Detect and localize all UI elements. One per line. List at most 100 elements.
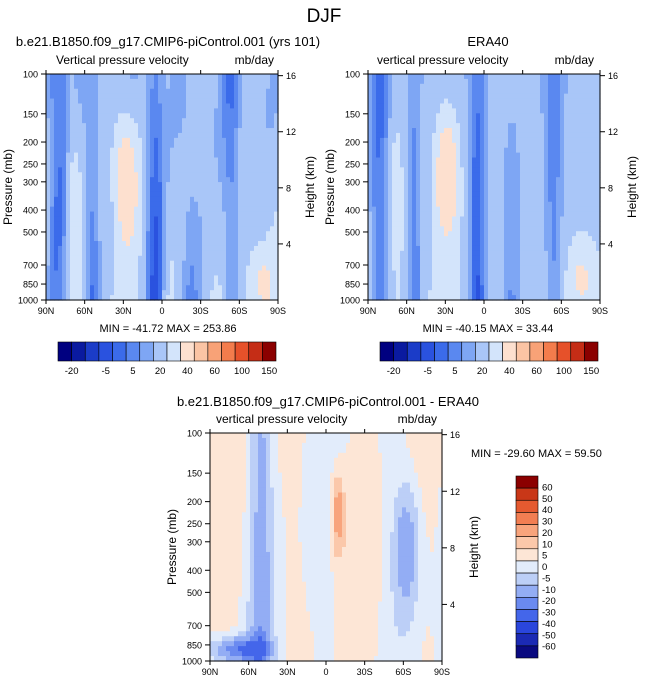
heat-cell: [238, 231, 243, 237]
heat-cell: [62, 162, 67, 168]
heat-cell: [476, 137, 481, 144]
heat-cell: [372, 172, 377, 178]
heat-cell: [480, 245, 485, 252]
heat-cell: [266, 295, 271, 301]
heat-cell: [420, 280, 425, 286]
heat-cell: [456, 152, 461, 159]
heat-cell: [178, 221, 183, 227]
heat-cell: [122, 285, 127, 291]
heat-cell: [424, 162, 429, 168]
heat-cell: [496, 108, 501, 114]
heat-cell: [82, 285, 87, 291]
heat-cell: [460, 78, 465, 85]
heat-cell: [62, 128, 67, 134]
heat-cell: [254, 132, 259, 139]
heat-cell: [416, 226, 421, 232]
heat-cell: [262, 103, 267, 109]
heat-cell: [186, 260, 191, 267]
heat-cell: [452, 236, 457, 242]
heat-cell: [170, 211, 175, 218]
heat-cell: [190, 187, 195, 193]
heat-cell: [468, 241, 473, 247]
heat-cell: [242, 191, 247, 198]
heat-cell: [94, 255, 99, 262]
heat-cell: [234, 108, 239, 114]
heat-cell: [190, 167, 195, 173]
heat-cell: [492, 201, 497, 208]
heat-cell: [246, 201, 251, 208]
heat-cell: [70, 211, 75, 218]
heat-cell: [190, 275, 195, 281]
heat-cell: [492, 162, 497, 168]
heat-cell: [82, 123, 87, 129]
heat-cell: [484, 275, 489, 281]
heat-cell: [548, 295, 553, 301]
heat-cell: [258, 201, 263, 208]
heat-cell: [540, 172, 545, 178]
figure-title: DJF: [307, 6, 342, 27]
heat-cell: [58, 191, 63, 198]
heat-cell: [62, 137, 67, 144]
heat-cell: [50, 270, 55, 277]
heat-cell: [158, 285, 163, 291]
heat-cell: [496, 93, 501, 100]
heat-cell: [190, 172, 195, 178]
heat-cell: [126, 103, 131, 109]
heat-cell: [520, 182, 525, 188]
heat-cell: [90, 103, 95, 109]
heat-cell: [90, 206, 95, 213]
heat-cell: [238, 226, 243, 232]
heat-cell: [492, 295, 497, 301]
heat-cell: [560, 98, 565, 105]
heat-cell: [158, 275, 163, 281]
heat-cell: [250, 231, 255, 237]
heat-cell: [226, 98, 231, 105]
heat-cell: [376, 93, 381, 100]
heat-cell: [274, 265, 279, 272]
heat-cell: [460, 226, 465, 232]
heat-cell: [560, 162, 565, 168]
heat-cell: [206, 260, 211, 267]
heat-cell: [70, 241, 75, 247]
heat-cell: [62, 201, 67, 208]
heat-cell: [250, 187, 255, 193]
heat-cell: [146, 295, 151, 301]
heat-cell: [408, 295, 413, 301]
heat-cell: [246, 177, 251, 183]
heat-cell: [266, 167, 271, 173]
heat-cell: [392, 132, 397, 139]
heat-cell: [544, 260, 549, 267]
heat-cell: [234, 177, 239, 183]
heat-cell: [532, 98, 537, 105]
heat-cell: [464, 167, 469, 173]
heat-cell: [150, 137, 155, 144]
heat-cell: [472, 78, 477, 85]
heat-cell: [206, 201, 211, 208]
heat-cell: [174, 74, 179, 80]
heat-cell: [464, 275, 469, 281]
heat-cell: [444, 196, 449, 203]
heat-cell: [500, 167, 505, 173]
heat-cell: [94, 250, 99, 257]
heat-cell: [78, 260, 83, 267]
heat-cell: [78, 167, 83, 173]
heat-cell: [492, 167, 497, 173]
heat-cell: [492, 245, 497, 252]
heat-cell: [146, 118, 151, 124]
heat-cell: [480, 113, 485, 119]
heat-cell: [250, 93, 255, 100]
heat-cell: [448, 157, 453, 164]
heat-cell: [532, 132, 537, 139]
heat-cell: [560, 182, 565, 188]
heat-cell: [150, 152, 155, 159]
heat-cell: [98, 172, 103, 178]
heat-cell: [214, 157, 219, 164]
heat-cell: [532, 88, 537, 95]
heat-cell: [428, 177, 433, 183]
heat-cell: [480, 167, 485, 173]
heat-cell: [460, 74, 465, 80]
heat-cell: [162, 98, 167, 105]
heat-cell: [138, 206, 143, 213]
heat-cell: [536, 74, 541, 80]
heat-cell: [476, 295, 481, 301]
